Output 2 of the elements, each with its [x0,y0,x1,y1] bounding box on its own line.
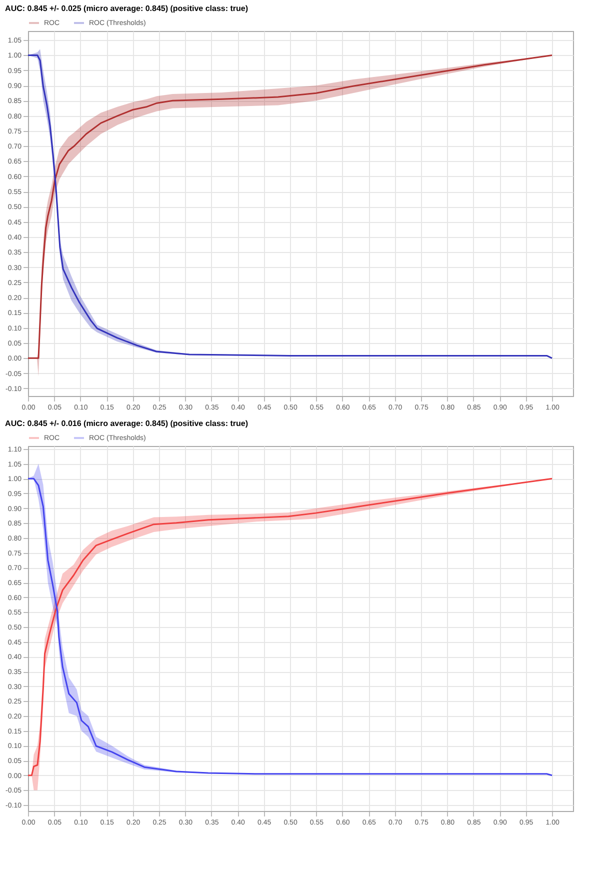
chart-title: AUC: 0.845 +/- 0.025 (micro average: 0.845) (positive class: true) [5,4,248,13]
chart-title: AUC: 0.845 +/- 0.016 (micro average: 0.845) (positive class: true) [5,419,248,428]
